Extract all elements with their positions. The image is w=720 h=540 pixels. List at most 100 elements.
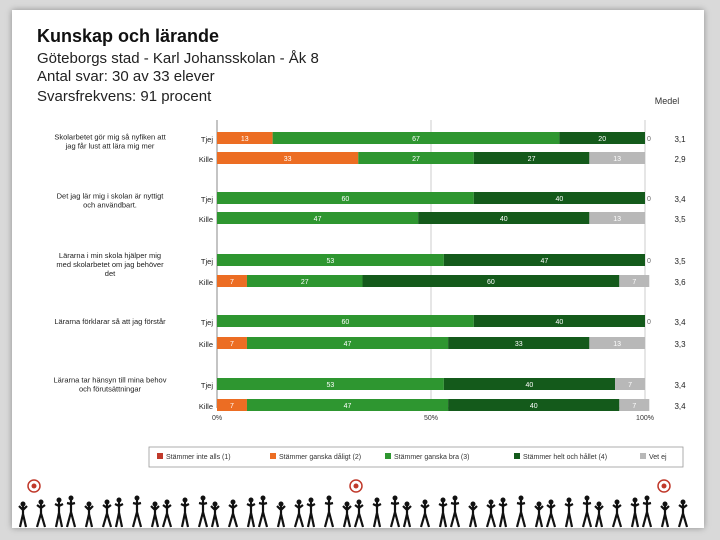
data-label: 40 <box>556 319 564 326</box>
x-tick-label: 0% <box>212 415 222 422</box>
person-figure-icon <box>199 496 207 528</box>
question-label: Lärarna förklarar så att jag förstår <box>54 317 166 326</box>
person-figure-icon <box>565 498 573 528</box>
mean-value: 3,5 <box>674 215 686 224</box>
person-figure-icon <box>55 498 63 528</box>
group-label: Kille <box>199 215 213 224</box>
data-label: 60 <box>487 279 495 286</box>
data-label: 13 <box>241 136 249 143</box>
mean-value: 3,1 <box>674 135 686 144</box>
data-label: 13 <box>613 341 621 348</box>
person-figure-icon <box>517 496 525 528</box>
data-label: 53 <box>327 382 335 389</box>
group-label: Tjej <box>201 257 213 266</box>
legend-label: Stämmer inte alls (1) <box>166 454 231 461</box>
data-label: 47 <box>314 216 322 223</box>
data-label: 0 <box>647 196 651 203</box>
person-figure-icon <box>469 502 477 528</box>
legend-swatch <box>640 453 646 459</box>
data-label: 47 <box>344 403 352 410</box>
person-figure-icon <box>229 500 237 528</box>
person-figure-icon <box>595 502 603 528</box>
data-label: 40 <box>556 196 564 203</box>
target-icon-center <box>32 484 37 489</box>
slide: Kunskap och lärande Göteborgs stad - Kar… <box>12 10 704 528</box>
data-label: 60 <box>342 196 350 203</box>
legend-label: Stämmer ganska bra (3) <box>394 454 469 461</box>
x-tick-label: 50% <box>424 415 438 422</box>
person-figure-icon <box>373 498 381 528</box>
person-figure-icon <box>277 502 285 528</box>
data-label: 20 <box>598 136 606 143</box>
mean-value: 3,4 <box>674 381 686 390</box>
person-figure-icon <box>631 498 639 528</box>
person-figure-icon <box>487 500 495 528</box>
person-figure-icon <box>451 496 459 528</box>
mean-header: Medel <box>655 96 680 106</box>
group-label: Kille <box>199 340 213 349</box>
group-label: Tjej <box>201 381 213 390</box>
person-figure-icon <box>37 500 45 528</box>
data-label: 60 <box>342 319 350 326</box>
person-figure-icon <box>499 498 507 528</box>
group-label: Tjej <box>201 195 213 204</box>
person-figure-icon <box>661 502 669 528</box>
data-label: 7 <box>632 279 636 286</box>
data-label: 7 <box>632 403 636 410</box>
data-label: 27 <box>528 156 536 163</box>
person-figure-icon <box>307 498 315 528</box>
footer-decoration <box>12 478 704 528</box>
target-icon-center <box>354 484 359 489</box>
data-label: 47 <box>541 258 549 265</box>
person-figure-icon <box>643 496 651 528</box>
person-figure-icon <box>151 502 159 528</box>
data-label: 40 <box>530 403 538 410</box>
data-label: 0 <box>647 319 651 326</box>
mean-value: 3,3 <box>674 340 686 349</box>
person-figure-icon <box>103 500 111 528</box>
person-figure-icon <box>343 502 351 528</box>
person-figure-icon <box>67 496 75 528</box>
data-label: 47 <box>344 341 352 348</box>
data-label: 7 <box>230 279 234 286</box>
question-label: Det jag lär mig i skolan är nyttigt och a… <box>57 192 165 210</box>
mean-value: 2,9 <box>674 155 686 164</box>
data-label: 0 <box>647 136 651 143</box>
person-figure-icon <box>247 498 255 528</box>
question-label: Lärarna tar hänsyn till mina behov och fö… <box>54 376 167 394</box>
group-label: Kille <box>199 155 213 164</box>
mean-value: 3,4 <box>674 402 686 411</box>
data-label: 7 <box>628 382 632 389</box>
data-label: 67 <box>412 136 420 143</box>
person-figure-icon <box>613 500 621 528</box>
target-icon-center <box>662 484 667 489</box>
person-figure-icon <box>115 498 123 528</box>
person-figure-icon <box>403 502 411 528</box>
data-label: 0 <box>647 258 651 265</box>
person-figure-icon <box>439 498 447 528</box>
person-figure-icon <box>85 502 93 528</box>
person-figure-icon <box>391 496 399 528</box>
person-figure-icon <box>19 502 27 528</box>
person-figure-icon <box>355 500 363 528</box>
mean-value: 3,4 <box>674 195 686 204</box>
data-label: 27 <box>412 156 420 163</box>
group-label: Tjej <box>201 135 213 144</box>
question-label: Lärarna i min skola hjälper mig med skola… <box>56 251 164 278</box>
person-figure-icon <box>295 500 303 528</box>
mean-value: 3,6 <box>674 278 686 287</box>
data-label: 13 <box>613 156 621 163</box>
person-figure-icon <box>211 502 219 528</box>
data-label: 40 <box>500 216 508 223</box>
person-figure-icon <box>421 500 429 528</box>
legend-label: Stämmer ganska dåligt (2) <box>279 453 361 461</box>
person-figure-icon <box>325 496 333 528</box>
person-figure-icon <box>547 500 555 528</box>
data-label: 27 <box>301 279 309 286</box>
mean-value: 3,5 <box>674 257 686 266</box>
group-label: Kille <box>199 402 213 411</box>
data-label: 7 <box>230 403 234 410</box>
person-figure-icon <box>163 500 171 528</box>
data-label: 33 <box>515 341 523 348</box>
person-figure-icon <box>259 496 267 528</box>
